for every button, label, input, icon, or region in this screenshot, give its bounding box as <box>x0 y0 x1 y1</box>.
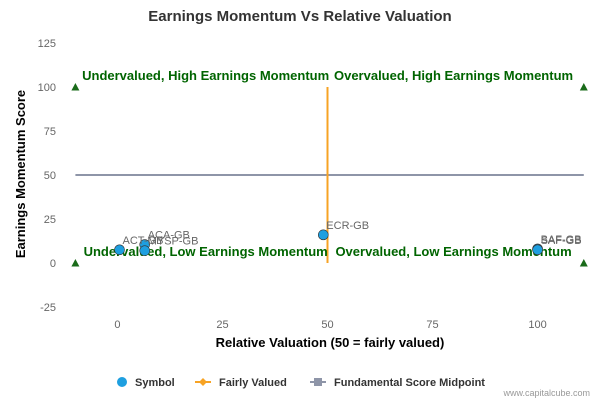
point-ecr-gb <box>317 229 329 241</box>
y-axis-title: Earnings Momentum Score <box>13 90 28 258</box>
legend-symbol-icon <box>117 377 127 387</box>
legend-label-symbol: Symbol <box>135 377 175 389</box>
point-label-act-gb: ACT-GB <box>123 235 164 247</box>
x-tick-label-50: 50 <box>321 319 333 331</box>
corner-marker-4 <box>579 259 588 267</box>
legend-label-fairly-valued: Fairly Valued <box>219 377 287 389</box>
x-tick-label-0: 0 <box>114 319 120 331</box>
point-label-baf-gb: BAF-GB <box>541 234 582 246</box>
point-label-ecr-gb: ECR-GB <box>326 220 369 232</box>
corner-marker-3 <box>71 259 80 267</box>
credit-text: www.capitalcube.com <box>502 388 590 398</box>
y-tick-label-100: 100 <box>38 82 56 94</box>
corner-marker-2 <box>579 83 588 91</box>
point-saf-gb <box>532 244 543 256</box>
point-label-mysp-gb: MYSP-GB <box>148 236 199 248</box>
y-tick-label-25: 25 <box>44 214 56 226</box>
x-tick-label-25: 25 <box>216 319 228 331</box>
y-tick-label-50: 50 <box>44 170 56 182</box>
y-tick-label-0: 0 <box>50 258 56 270</box>
x-tick-label-100: 100 <box>528 319 546 331</box>
legend: Symbol Fairly Valued Fundamental Score Mid… <box>117 377 485 389</box>
y-tick-label-25: -25 <box>40 302 56 314</box>
axes: -25 0 25 50 75 100 125 0 25 50 75 100 <box>38 38 547 331</box>
point-act-gb <box>114 244 125 256</box>
legend-square-icon <box>314 378 322 386</box>
chart-title: Earnings Momentum Vs Relative Valuation <box>148 8 451 25</box>
quadrant-label-overvalued-low-earnings-momentum: Overvalued, Low Earnings Momentum <box>335 244 571 259</box>
point-label-saf-gb: SAF-GB <box>541 235 582 247</box>
quadrant-label-undervalued-high-earnings-momentum: Undervalued, High Earnings Momentum <box>82 68 329 83</box>
x-axis-title: Relative Valuation (50 = fairly valued) <box>216 335 445 350</box>
x-tick-label-75: 75 <box>426 319 438 331</box>
corner-markers <box>71 83 588 267</box>
quadrant-label-overvalued-high-earnings-momentum: Overvalued, High Earnings Momentum <box>334 68 573 83</box>
y-tick-label-75: 75 <box>44 126 56 138</box>
legend-diamond-icon <box>199 378 207 386</box>
point-label-aca-gb: ACA-GB <box>148 230 190 242</box>
y-tick-label-125: 125 <box>38 38 56 50</box>
legend-label-fundamental-score-midpoint: Fundamental Score Midpoint <box>334 377 485 389</box>
corner-marker-1 <box>71 83 80 91</box>
point-mysp-gb <box>139 245 151 256</box>
